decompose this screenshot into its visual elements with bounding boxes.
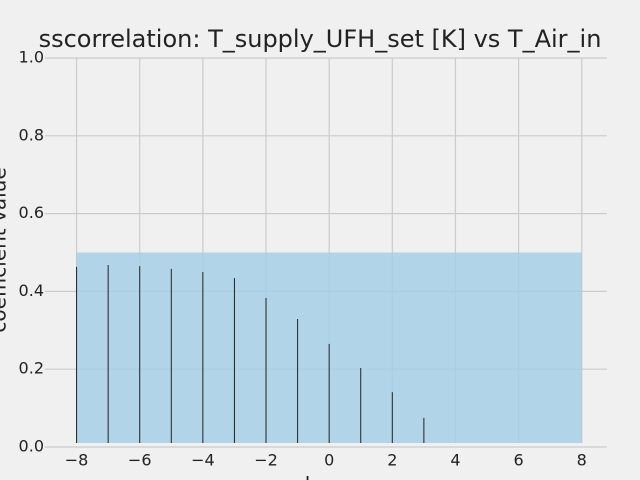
- x-tick-label: −4: [191, 451, 215, 470]
- y-tick-label: 0.2: [19, 359, 44, 378]
- y-tick-label: 0.6: [19, 203, 44, 222]
- x-tick-label: 0: [324, 451, 334, 470]
- y-tick-label: 0.8: [19, 125, 44, 144]
- x-tick-label: −6: [128, 451, 152, 470]
- plot-area: [76, 252, 582, 443]
- y-tick-label: 0.4: [19, 281, 44, 300]
- x-tick-label: 6: [514, 451, 524, 470]
- y-tick-label: 1.0: [19, 48, 44, 67]
- x-tick-label: 2: [387, 451, 397, 470]
- x-axis-label: lag: [305, 473, 336, 480]
- y-axis-label: coefficient value: [0, 167, 11, 332]
- x-tick-label: −2: [254, 451, 278, 470]
- x-tick-label: 4: [450, 451, 460, 470]
- y-tick-label: 0.0: [19, 437, 44, 456]
- chart-title: sscorrelation: T_supply_UFH_set [K] vs T…: [39, 25, 602, 53]
- x-tick-label: 8: [577, 451, 587, 470]
- x-tick-label: −8: [65, 451, 89, 470]
